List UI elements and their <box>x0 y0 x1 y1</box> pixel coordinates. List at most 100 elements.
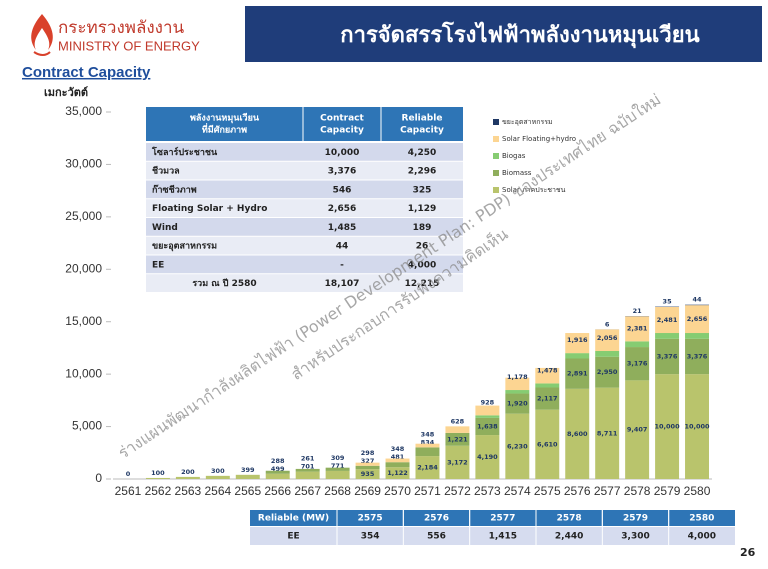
legend-swatch <box>493 187 499 193</box>
value-label: 2,117 <box>537 395 558 403</box>
bar-segment <box>535 383 560 388</box>
table-cell: 354 <box>361 532 380 542</box>
value-label: 1,221 <box>447 435 468 443</box>
y-axis-unit: เมกะวัตต์ <box>44 86 88 99</box>
value-label: 2,656 <box>687 315 708 323</box>
legend-label: Biomass <box>502 169 532 177</box>
bar-segment <box>385 462 410 468</box>
bar-segment <box>445 445 470 479</box>
legend-swatch <box>493 153 499 159</box>
value-label: 261 <box>301 455 315 463</box>
legend-label: Solar ภาคประชาชน <box>502 186 566 194</box>
bar-segment <box>655 374 680 479</box>
value-label: 1,638 <box>477 422 498 430</box>
value-label: 481 <box>391 453 405 461</box>
table-cell: 18,107 <box>325 279 360 289</box>
table-cell: 4,000 <box>688 532 716 542</box>
table-cell: EE <box>152 260 164 270</box>
table-header: พลังงานหมุนเวียน <box>190 113 260 124</box>
value-label: 6 <box>605 320 610 328</box>
bar-segment <box>595 387 620 479</box>
value-label: 628 <box>451 417 465 425</box>
bar-segment <box>415 443 440 448</box>
table-header: Capacity <box>320 126 364 136</box>
table-header: 2576 <box>424 514 449 524</box>
table-row-bg <box>146 236 463 255</box>
value-label: 100 <box>151 469 165 477</box>
value-label: 9,407 <box>627 426 648 434</box>
value-label: 2,056 <box>597 334 618 342</box>
y-tick-label: 30,000 <box>65 157 102 171</box>
bar-segment <box>655 307 680 334</box>
value-label: 1,178 <box>507 373 528 381</box>
value-label: 701 <box>301 463 315 471</box>
bar-segment <box>265 470 290 474</box>
value-label: 8,600 <box>567 430 588 438</box>
x-tick-label: 2567 <box>294 484 321 498</box>
x-tick-label: 2578 <box>624 484 651 498</box>
table-header-bg <box>146 107 463 141</box>
x-tick-label: 2561 <box>115 484 142 498</box>
table-header: Contract <box>320 114 364 124</box>
x-tick-label: 2570 <box>384 484 411 498</box>
table-cell: 2,440 <box>555 532 583 542</box>
bar-segment <box>685 333 710 339</box>
x-tick-label: 2577 <box>594 484 621 498</box>
table-cell: 26 <box>416 242 429 252</box>
bar-segment <box>235 474 260 479</box>
bar-segment <box>595 356 620 388</box>
table-row-bg <box>146 218 463 236</box>
y-tick-label: 10,000 <box>65 366 102 380</box>
bar-segment <box>535 367 560 384</box>
x-tick-label: 2563 <box>175 484 202 498</box>
bar-segment <box>475 405 500 416</box>
value-label: 44 <box>693 296 703 304</box>
bar-segment <box>625 347 650 381</box>
bar-segment <box>505 390 530 394</box>
bar-segment <box>355 465 380 470</box>
table-cell: 189 <box>413 223 432 233</box>
value-label: 10,000 <box>684 423 710 431</box>
value-label: 348 <box>421 430 435 438</box>
x-tick-label: 2572 <box>444 484 471 498</box>
value-label: 21 <box>633 307 643 315</box>
table-cell: 1,415 <box>489 532 517 542</box>
value-label: 928 <box>481 398 495 406</box>
table-row-bg <box>146 143 463 161</box>
table-cell: 556 <box>427 532 446 542</box>
table-header: Reliable (MW) <box>258 514 329 524</box>
bar-segment <box>655 338 680 375</box>
bar-segment <box>505 393 530 414</box>
value-label: 771 <box>331 462 345 470</box>
bar-segment <box>265 473 290 479</box>
bar-segment <box>685 374 710 479</box>
table-cell: ขยะอุตสาหกรรม <box>152 242 217 252</box>
value-label: 3,172 <box>447 458 468 466</box>
value-label: 1,478 <box>537 366 558 374</box>
bar-segment <box>535 409 560 479</box>
table-cell: 3,376 <box>328 167 356 177</box>
bar-segment <box>415 447 440 457</box>
table-row-bg <box>146 255 463 274</box>
table-header: Reliable <box>402 114 443 124</box>
bar-segment <box>445 426 470 433</box>
x-tick-label: 2580 <box>684 484 711 498</box>
value-label: 0 <box>126 470 131 478</box>
y-tick-label: 0 <box>95 471 102 485</box>
table-header-bg <box>250 510 735 526</box>
logo-english: MINISTRY OF ENERGY <box>58 38 200 53</box>
legend-swatch <box>493 136 499 142</box>
bar-segment <box>445 432 470 446</box>
bar-segment <box>505 413 530 479</box>
logo <box>31 14 53 56</box>
bar-segment <box>475 415 500 418</box>
x-tick-label: 2562 <box>145 484 172 498</box>
table-header: 2575 <box>358 514 383 524</box>
slide-title: การจัดสรรโรงไฟฟ้าพลังงานหมุนเวียน <box>340 21 699 49</box>
x-tick-label: 2575 <box>534 484 561 498</box>
table-header: 2580 <box>689 514 714 524</box>
value-label: 6,230 <box>507 442 528 450</box>
table-cell: 4,000 <box>408 260 436 270</box>
x-tick-label: 2573 <box>474 484 501 498</box>
